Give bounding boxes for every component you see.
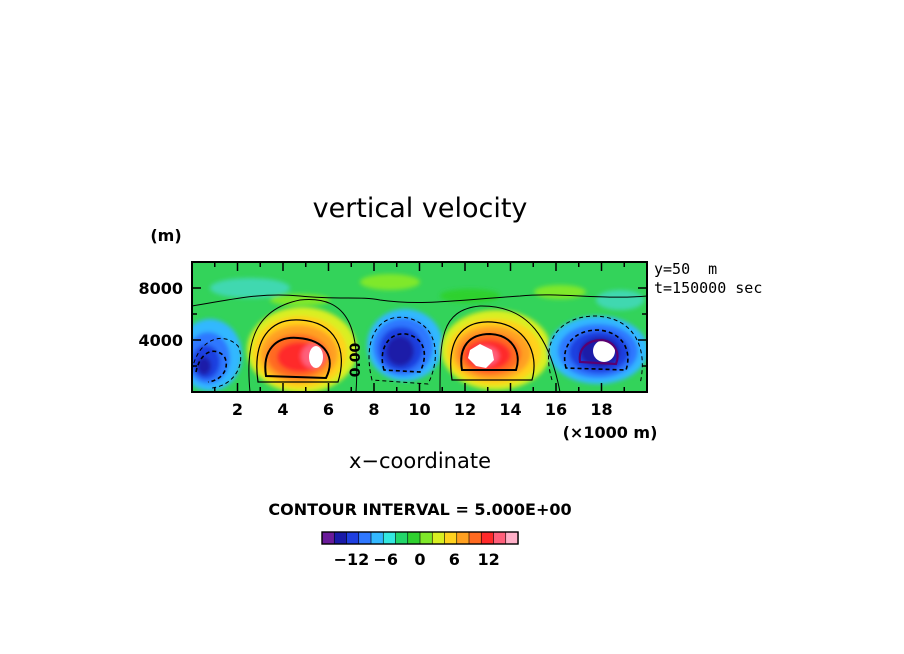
- band: [197, 357, 211, 375]
- colorbar-tick-label: 0: [414, 550, 425, 569]
- colorbar-swatch: [346, 531, 360, 545]
- x-tick-label: 6: [323, 400, 334, 419]
- colorbar-tick-label: 12: [477, 550, 499, 569]
- upper-patches: [210, 274, 644, 310]
- colorbar-swatch: [444, 531, 458, 545]
- y-axis: 4000 8000: [138, 279, 647, 367]
- contour-pos: [264, 336, 331, 380]
- feature-min-1: [192, 319, 242, 391]
- x-axis: 2 4 6 8 10 12 14 16 18: [214, 262, 625, 419]
- upper-patch: [210, 278, 290, 298]
- upper-patch: [440, 289, 500, 303]
- colorbar-swatch: [395, 531, 409, 545]
- colorbar-swatch: [505, 531, 519, 545]
- annotation-y-level: y=50 m: [654, 260, 717, 278]
- contour-neg: [578, 338, 619, 366]
- contour-neg: [381, 333, 426, 373]
- contour-neg: [548, 315, 643, 385]
- colorbar-tick-label: −12: [334, 550, 370, 569]
- contour-pos: [460, 332, 519, 371]
- annotation-time: t=150000 sec: [654, 279, 762, 297]
- colorbar-swatch: [333, 531, 348, 545]
- contour-neg: [563, 329, 629, 371]
- colorbar-swatch: [382, 531, 397, 545]
- feature-min-2: [367, 309, 443, 381]
- upper-patch: [534, 285, 586, 299]
- x-tick-label: 4: [277, 400, 288, 419]
- x-axis-label: x−coordinate: [349, 449, 491, 473]
- peak-white: [593, 340, 615, 362]
- contour-neg: [368, 316, 436, 385]
- x-tick-label: 16: [545, 400, 567, 419]
- colorbar-swatch: [468, 531, 482, 545]
- contour-neg: [195, 350, 228, 383]
- colorbar-swatch: [370, 531, 384, 545]
- heatmap-field: 0.00: [192, 262, 647, 392]
- contour-label: 0.00: [348, 342, 364, 377]
- contours: [192, 294, 647, 392]
- y-tick-label: 8000: [138, 279, 183, 298]
- contour-pos: [256, 319, 342, 383]
- contour-zero: [439, 305, 561, 392]
- x-tick-label: 12: [454, 400, 476, 419]
- colorbar-swatch: [431, 531, 446, 545]
- contour-zero: [248, 299, 358, 392]
- chart-title: vertical velocity: [313, 193, 528, 224]
- y-axis-unit: (m): [150, 226, 181, 245]
- upper-patch: [596, 290, 644, 310]
- y-tick-label: 4000: [138, 331, 183, 350]
- colorbar-tick-label: −6: [373, 550, 398, 569]
- colorbar-swatch: [456, 531, 470, 545]
- colorbar-swatch: [480, 531, 495, 545]
- colorbar-swatch: [321, 531, 335, 545]
- colorbar-swatch: [419, 531, 433, 545]
- x-tick-label: 14: [499, 400, 521, 419]
- peak-white: [468, 344, 494, 368]
- x-tick-label: 18: [590, 400, 612, 419]
- x-axis-unit: (×1000 m): [563, 423, 658, 442]
- x-tick-label: 8: [368, 400, 379, 419]
- colorbar: −12 −6 0 6 12: [321, 531, 519, 569]
- x-tick-label: 2: [232, 400, 243, 419]
- contour-neg: [192, 337, 242, 389]
- colorbar-frame: [321, 531, 519, 545]
- colorbar-swatch: [493, 531, 507, 545]
- colorbar-swatch: [358, 531, 372, 545]
- upper-patch: [360, 274, 420, 290]
- peak-white: [309, 346, 323, 368]
- contour-pos: [450, 321, 535, 381]
- colorbar-tick-label: 6: [449, 550, 460, 569]
- contour-zero: [192, 294, 647, 307]
- contour-interval-label: CONTOUR INTERVAL = 5.000E+00: [268, 500, 571, 519]
- x-tick-label: 10: [408, 400, 430, 419]
- colorbar-swatch: [407, 531, 421, 545]
- band: [386, 336, 414, 366]
